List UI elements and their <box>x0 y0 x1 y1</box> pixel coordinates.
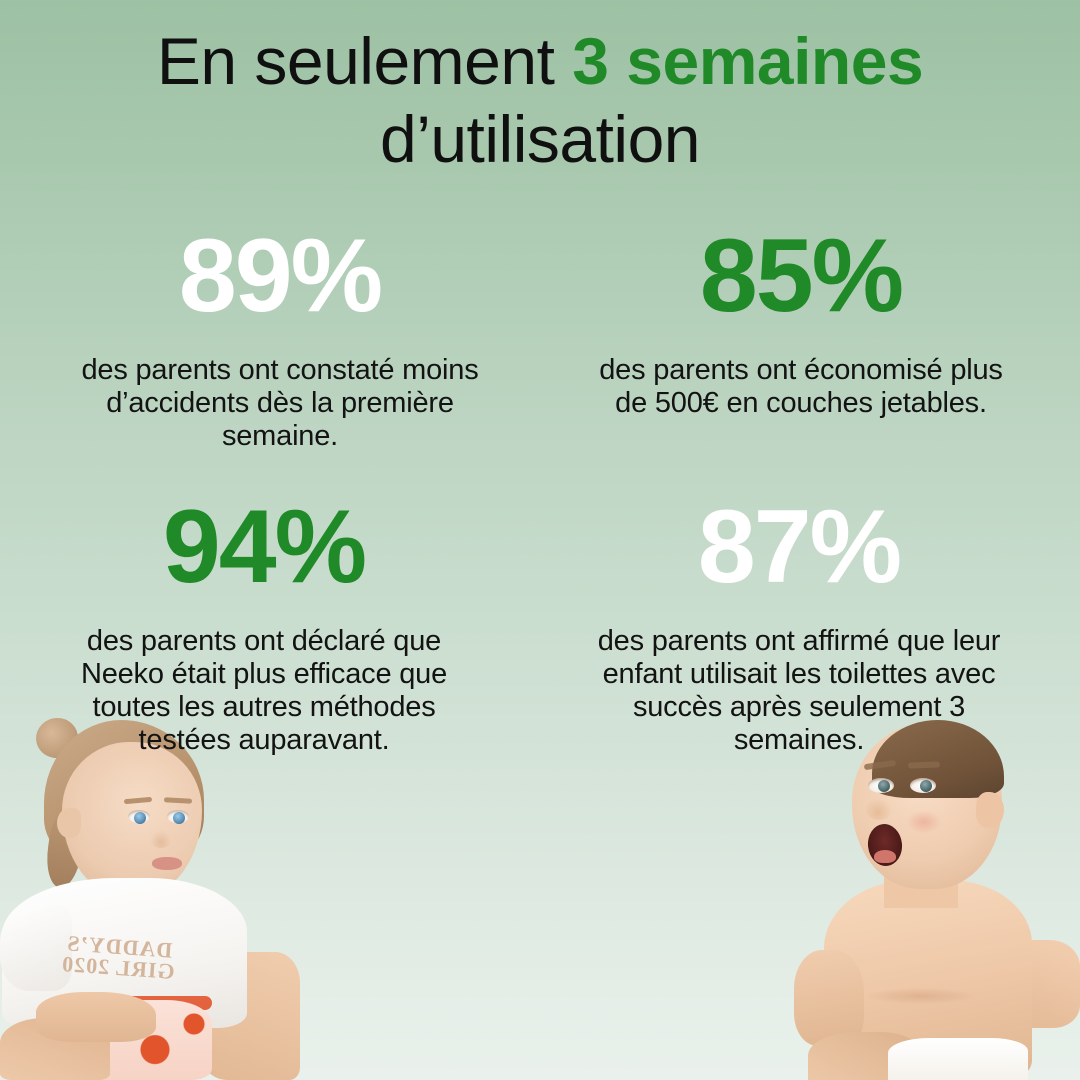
stat-value-2: 85% <box>699 218 904 334</box>
baby-arm-right <box>978 940 1080 1028</box>
girl-iris-right <box>173 812 185 824</box>
baby-belly-fold <box>866 988 976 1004</box>
girl-mouth <box>152 857 182 870</box>
stats-grid: 89% des parents ont constaté moins d’acc… <box>0 224 1080 757</box>
girl-arm <box>36 992 156 1042</box>
girl-tshirt-text: DADDY’S GIRL 2020 <box>60 930 176 984</box>
baby-torso <box>824 880 1032 1080</box>
girl-shorts-waistband <box>62 996 212 1010</box>
baby-thigh <box>808 1032 920 1080</box>
baby-iris-right <box>920 780 932 792</box>
stat-block-1: 89% des parents ont constaté moins d’acc… <box>26 224 540 453</box>
girl-sleeve-left <box>0 905 72 991</box>
baby-eye-left <box>868 778 894 793</box>
baby-eyebrow-left <box>863 759 897 771</box>
girl-nose <box>150 830 172 848</box>
stat-block-3: 94% des parents ont déclaré que Neeko ét… <box>26 495 540 757</box>
stat-block-2: 85% des parents ont économisé plus de 50… <box>540 224 1054 453</box>
stat-caption-1: des parents ont constaté moins d’acciden… <box>81 354 479 452</box>
girl-neck <box>105 880 167 920</box>
stat-value-3: 94% <box>162 489 367 605</box>
girl-tshirt <box>2 878 247 1028</box>
baby-arm-left <box>794 950 864 1046</box>
headline-part-2: d’utilisation <box>379 102 701 176</box>
headline-part-1: En seulement <box>156 24 573 98</box>
girl-iris-left <box>134 812 146 824</box>
toddler-girl-photo: DADDY’S GIRL 2020 <box>0 700 300 1080</box>
baby-tongue <box>874 850 896 863</box>
baby-eyebrow-right <box>907 761 941 769</box>
baby-neck <box>884 870 958 908</box>
baby-nose <box>866 798 892 820</box>
girl-watermelon-shorts <box>62 1000 212 1080</box>
stat-caption-4: des parents ont affirmé que leur enfant … <box>597 625 1001 756</box>
baby-diaper <box>888 1038 1028 1080</box>
girl-eyebrow-left <box>123 796 153 805</box>
infographic-content: En seulement 3 semaines d’utilisation 89… <box>0 22 1080 757</box>
stat-caption-2: des parents ont économisé plus de 500€ e… <box>599 354 1003 419</box>
girl-leg-left <box>0 1018 110 1080</box>
stat-block-4: 87% des parents ont affirmé que leur enf… <box>540 495 1054 757</box>
baby-ear <box>976 792 1004 828</box>
stat-value-1: 89% <box>178 218 383 334</box>
girl-hair-strand <box>42 808 88 890</box>
girl-ear <box>57 808 81 838</box>
girl-eye-right <box>167 810 189 823</box>
baby-eye-right <box>910 778 936 793</box>
headline-accent: 3 semaines <box>572 24 924 98</box>
baby-cheek <box>906 810 942 834</box>
girl-leg-right <box>196 952 300 1080</box>
stat-value-4: 87% <box>697 489 902 605</box>
girl-eye-left <box>128 810 150 823</box>
stat-caption-3: des parents ont déclaré que Neeko était … <box>80 625 448 756</box>
baby-photo <box>780 700 1080 1080</box>
page-title: En seulement 3 semaines d’utilisation <box>0 22 1080 178</box>
baby-open-mouth <box>865 822 905 868</box>
baby-iris-left <box>878 780 890 792</box>
girl-eyebrow-right <box>163 797 193 804</box>
girl-head <box>62 742 202 897</box>
